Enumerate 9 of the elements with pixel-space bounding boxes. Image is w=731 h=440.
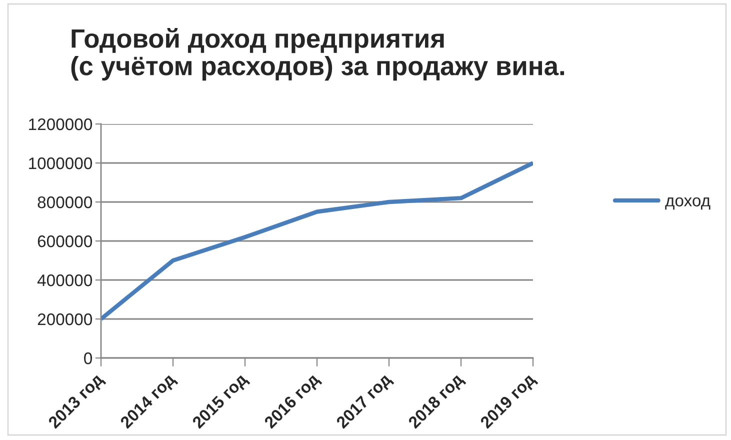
legend-label: доход: [665, 197, 710, 210]
y-tick-label: 800000: [38, 196, 92, 208]
y-tick-label: 0: [84, 352, 92, 364]
y-tick-label: 1200000: [29, 118, 92, 130]
y-tick-label: 200000: [38, 313, 92, 326]
y-tick-label: 400000: [37, 274, 92, 286]
y-tick-label: 1000000: [29, 157, 92, 170]
chart-title: Годовой доход предприятия (с учётом расходов) за продажу вина.: [71, 28, 564, 81]
y-tick-label: 600000: [38, 235, 92, 248]
